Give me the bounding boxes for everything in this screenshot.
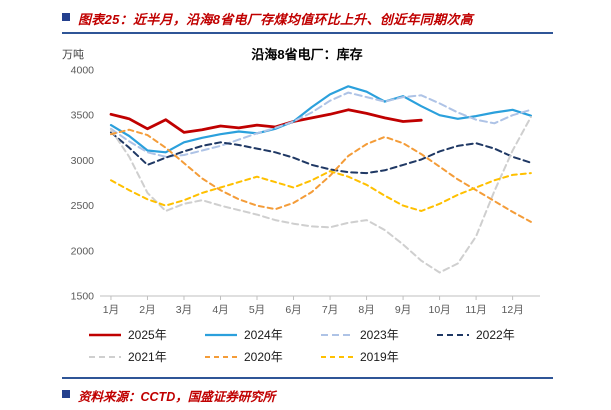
- series-line-2025年: [109, 108, 423, 134]
- svg-text:9月: 9月: [395, 304, 411, 316]
- chart-svg: 1500 2000 2500 3000 3500 4000 1月 2月 3月 4月 5月 6月 7月 8月…: [71, 65, 540, 316]
- footer-divider: [62, 377, 553, 379]
- svg-text:12月: 12月: [502, 304, 524, 316]
- svg-text:1500: 1500: [71, 291, 95, 303]
- svg-text:11月: 11月: [465, 304, 486, 316]
- figure-header: 图表25：近半月，沿海8省电厂存煤均值环比上升、创近年同期次高: [62, 9, 553, 28]
- svg-text:5月: 5月: [249, 304, 265, 316]
- legend-label: 2024年: [244, 328, 283, 342]
- source-footer: 资料来源：CCTD，国盛证券研究所: [62, 386, 275, 405]
- series-line-2022年: [110, 131, 532, 175]
- chart-area: 万吨 沿海8省电厂：库存 1500 2000 2500 3000 3500 4000 1月 2…: [62, 42, 552, 365]
- legend-item: 2022年: [436, 326, 552, 343]
- legend-label: 2020年: [244, 350, 283, 364]
- legend-item: 2019年: [320, 348, 436, 365]
- legend-label: 2022年: [476, 328, 515, 342]
- svg-text:3000: 3000: [71, 155, 95, 167]
- legend-label: 2021年: [128, 350, 167, 364]
- series-line-2020年: [110, 128, 532, 223]
- legend-item: 2025年: [88, 326, 204, 343]
- legend-line-swatch: [89, 355, 121, 358]
- y-axis-unit-label: 万吨: [62, 49, 84, 61]
- series-line-2021年: [110, 116, 532, 274]
- svg-text:3月: 3月: [176, 304, 192, 316]
- square-bullet-icon: [62, 390, 70, 398]
- svg-text:6月: 6月: [285, 304, 301, 316]
- figure-title: 图表25：近半月，沿海8省电厂存煤均值环比上升、创近年同期次高: [78, 12, 473, 27]
- svg-text:2500: 2500: [71, 200, 95, 212]
- legend-line-swatch: [321, 355, 353, 358]
- svg-text:3500: 3500: [71, 110, 95, 122]
- legend-label: 2023年: [360, 328, 399, 342]
- series-line-2024年: [109, 85, 532, 154]
- series-line-2019年: [110, 170, 532, 212]
- svg-text:4000: 4000: [71, 65, 95, 77]
- legend-item: 2020年: [204, 348, 320, 365]
- legend-item: 2021年: [88, 348, 204, 365]
- chart-head: 万吨 沿海8省电厂：库存: [62, 42, 552, 62]
- svg-text:7月: 7月: [322, 304, 338, 316]
- square-bullet-icon: [62, 13, 70, 21]
- svg-text:8月: 8月: [358, 304, 374, 316]
- legend-item: 2024年: [204, 326, 320, 343]
- legend-item: 2023年: [320, 326, 436, 343]
- svg-text:10月: 10月: [428, 304, 450, 316]
- series-line-2023年: [110, 91, 532, 158]
- chart-legend: 2025年 2024年 2023年 2022年 2021年 2020年 2019年: [62, 326, 552, 365]
- chart-title: 沿海8省电厂：库存: [251, 47, 363, 62]
- source-text: 资料来源：CCTD，国盛证券研究所: [78, 390, 276, 404]
- legend-label: 2025年: [128, 328, 167, 342]
- svg-text:1月: 1月: [103, 304, 119, 316]
- header-divider: [62, 32, 553, 34]
- legend-line-swatch: [437, 333, 469, 336]
- svg-text:2月: 2月: [139, 304, 155, 316]
- svg-text:4月: 4月: [212, 304, 228, 316]
- legend-label: 2019年: [360, 350, 399, 364]
- legend-line-swatch: [205, 333, 237, 336]
- legend-line-swatch: [89, 333, 121, 336]
- legend-line-swatch: [205, 355, 237, 358]
- svg-text:2000: 2000: [71, 245, 95, 257]
- legend-line-swatch: [321, 333, 353, 336]
